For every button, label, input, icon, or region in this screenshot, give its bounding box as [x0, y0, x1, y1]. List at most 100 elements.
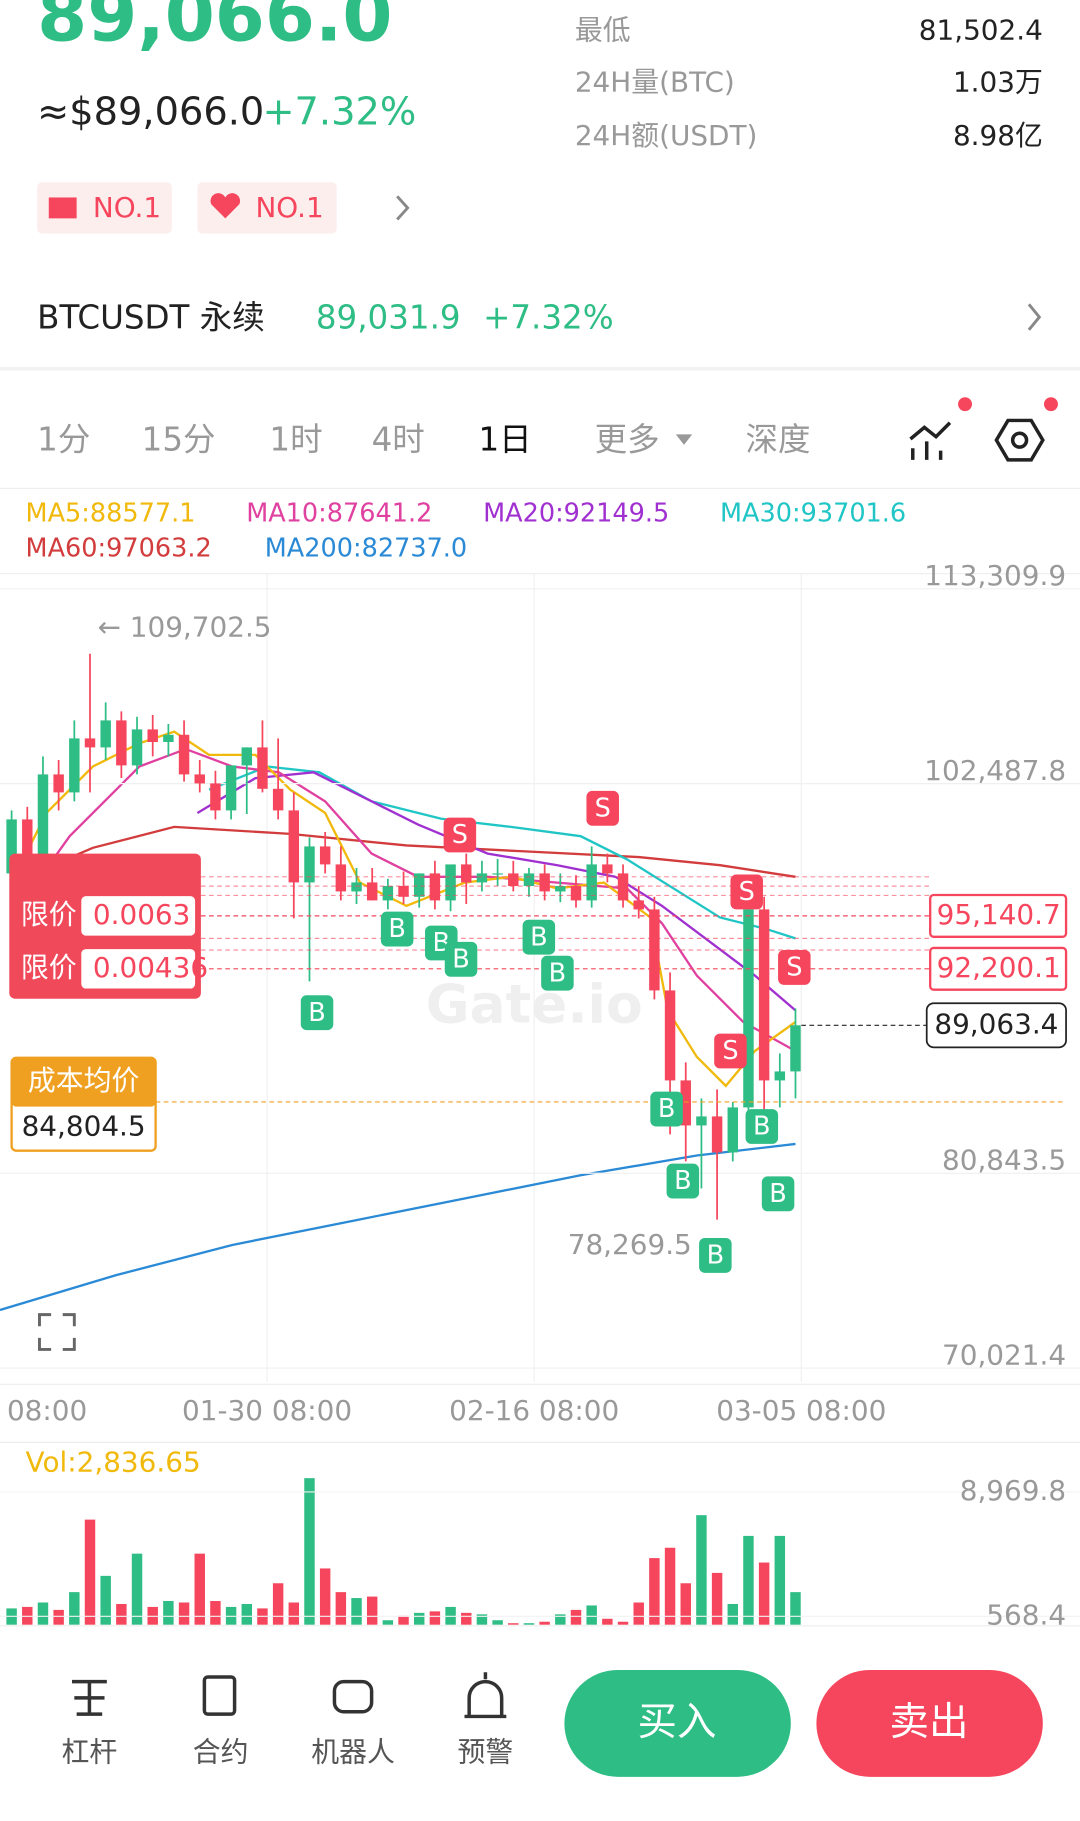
- candle-body: [178, 734, 190, 775]
- volume-bar: [680, 1583, 691, 1625]
- nav-icon: [72, 1679, 107, 1716]
- buy-button[interactable]: [564, 1669, 791, 1777]
- volume-bar: [210, 1601, 221, 1625]
- x-tick-label: 03-05 08:00: [716, 1394, 886, 1427]
- order-type: 限价: [21, 898, 77, 931]
- ma60-line: [11, 825, 796, 884]
- candle-body: [523, 873, 535, 887]
- tab[interactable]: 深度: [746, 420, 811, 458]
- volume-bar: [288, 1602, 300, 1625]
- trade-marker: [444, 941, 478, 977]
- nav-label[interactable]: 杠杆: [62, 1736, 118, 1769]
- stat-label: 最低: [575, 13, 631, 46]
- tab[interactable]: 1日: [478, 420, 531, 458]
- volume-bar: [194, 1553, 205, 1625]
- price: 89,066.0: [37, 0, 392, 57]
- badge-icon: [48, 197, 77, 219]
- volume-bar: [100, 1575, 111, 1625]
- ma-label: MA60:97063.2: [26, 533, 212, 563]
- y-tick-label: 113,309.9: [924, 559, 1066, 592]
- candle-body: [147, 729, 158, 743]
- x-tick-label: 01-30 08:00: [182, 1394, 352, 1427]
- ma20-line: [196, 771, 797, 1012]
- trade-marker: [443, 817, 477, 853]
- candle-body: [539, 873, 550, 892]
- volume-bar: [743, 1535, 754, 1625]
- volume-bar: [461, 1612, 472, 1625]
- volume-bar: [351, 1598, 362, 1625]
- x-tick-label: 02-16 08:00: [449, 1394, 619, 1427]
- trade-marker: [522, 919, 556, 955]
- trade-marker-text: B: [308, 998, 326, 1028]
- y-tick-label: 70,021.4: [942, 1338, 1066, 1371]
- nav-icon: [464, 1672, 507, 1719]
- ma30-line: [208, 765, 796, 940]
- candle-body: [319, 846, 331, 865]
- current-price-box: [925, 1002, 1067, 1049]
- trade-marker: [300, 995, 334, 1031]
- indicator-icon[interactable]: [909, 421, 952, 460]
- nav-icon: [202, 1675, 237, 1716]
- candle-body: [116, 720, 127, 766]
- candle-body: [210, 783, 221, 811]
- candle-body: [304, 846, 315, 883]
- tab[interactable]: 1分: [37, 420, 90, 458]
- divider: [0, 487, 1080, 489]
- nav-icon: [332, 1679, 374, 1714]
- order-amount-box: [81, 949, 196, 989]
- nav-label[interactable]: 机器人: [311, 1736, 395, 1769]
- order-price: 95,140.7: [937, 898, 1061, 931]
- y-tick-label: 80,843.5: [942, 1144, 1066, 1177]
- trade-marker-text: S: [595, 793, 611, 823]
- expand-icon[interactable]: [38, 1313, 76, 1351]
- chevron[interactable]: [396, 195, 410, 221]
- candle-body: [476, 873, 488, 883]
- trade-marker: [730, 874, 763, 910]
- candle-body: [225, 765, 237, 811]
- tab[interactable]: 更多: [595, 420, 660, 458]
- perp-name[interactable]: BTCUSDT 永续: [37, 298, 265, 336]
- tab[interactable]: 1时: [269, 420, 322, 458]
- volume-bar: [241, 1603, 252, 1625]
- current-price: 89,063.4: [934, 1007, 1058, 1040]
- candle-body: [6, 819, 17, 874]
- badge-text: NO.1: [93, 191, 161, 224]
- chevron[interactable]: [1027, 303, 1042, 331]
- settings-icon[interactable]: [994, 418, 1045, 462]
- candle-body: [22, 819, 33, 856]
- trade-marker-text: B: [549, 958, 567, 988]
- trade-marker: [650, 1091, 683, 1127]
- volume-bar: [617, 1621, 629, 1625]
- volume-bar: [696, 1515, 707, 1625]
- volume-bar: [304, 1478, 315, 1625]
- trade-marker: [745, 1109, 779, 1144]
- perp-change: +7.32%: [483, 298, 613, 336]
- trade-marker-text: B: [674, 1166, 692, 1196]
- order-amount: 0.00436: [93, 951, 208, 984]
- volume-bar: [53, 1609, 64, 1625]
- tab[interactable]: 4时: [372, 420, 425, 458]
- volume-bar: [178, 1602, 190, 1625]
- trade-marker-text: B: [753, 1112, 771, 1142]
- trade-marker-text: B: [530, 922, 548, 952]
- volume-bar: [790, 1592, 801, 1625]
- volume-bar: [116, 1603, 127, 1625]
- candle-body: [649, 909, 660, 991]
- watermark: Gate.io: [426, 973, 643, 1036]
- dot: [1044, 397, 1058, 412]
- order-amount: 0.0063: [93, 898, 190, 931]
- order-price: 92,200.1: [937, 951, 1061, 984]
- x-tick-label: 08:00: [7, 1394, 87, 1427]
- candle-body: [84, 738, 96, 748]
- tab[interactable]: 15分: [142, 420, 216, 458]
- nav-label[interactable]: 预警: [458, 1736, 514, 1769]
- sell-text: 卖出: [890, 1699, 969, 1745]
- badge[interactable]: [37, 182, 172, 234]
- nav-label[interactable]: 合约: [193, 1736, 249, 1769]
- sell-button[interactable]: [816, 1669, 1043, 1777]
- badge-text: NO.1: [255, 191, 323, 224]
- volume-bar: [163, 1601, 174, 1625]
- volume-bar: [649, 1558, 660, 1625]
- volume-bar: [398, 1615, 409, 1625]
